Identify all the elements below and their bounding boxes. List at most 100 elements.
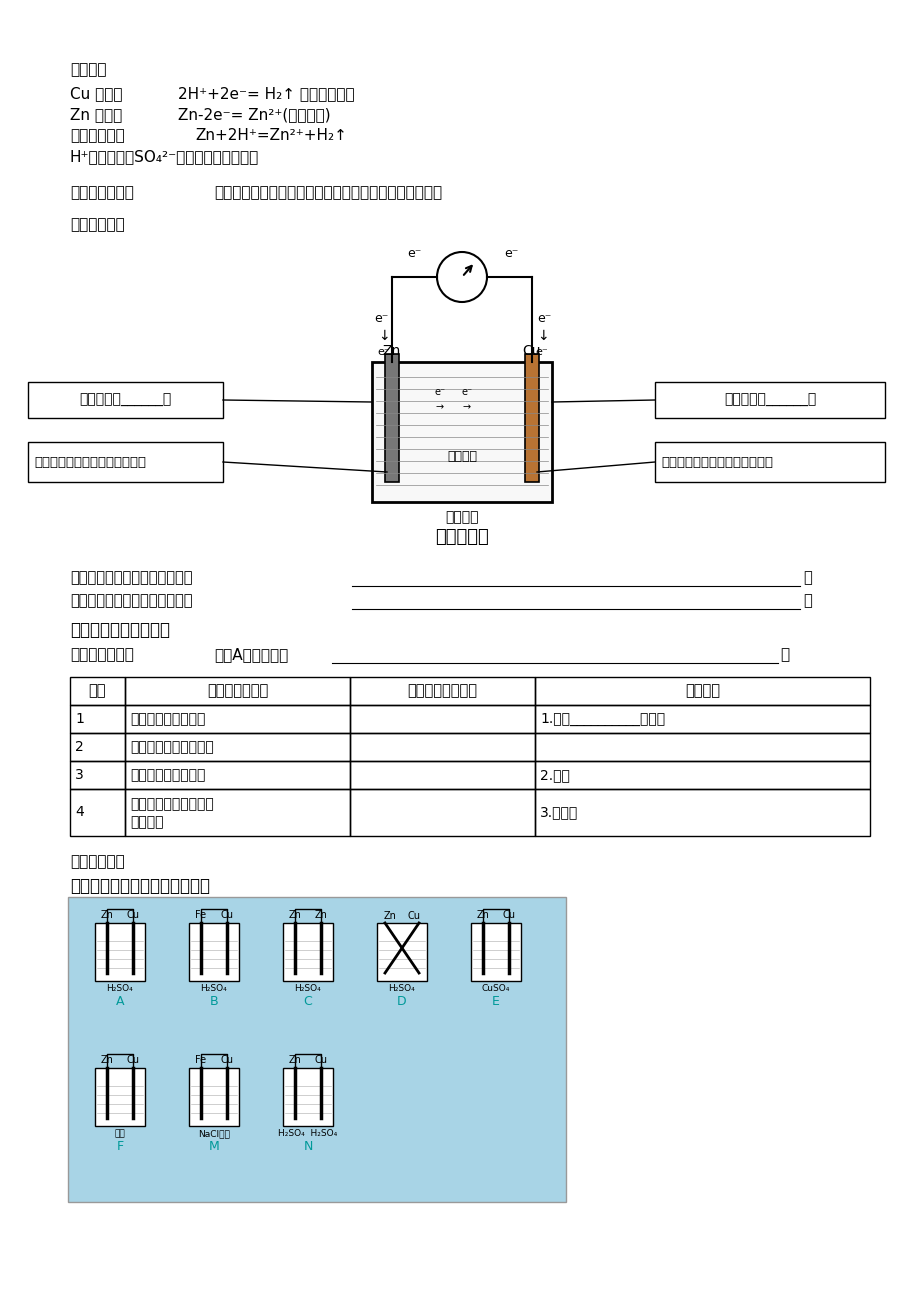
Text: CuSO₄: CuSO₄ (482, 984, 510, 993)
Text: 2H⁺+2e⁻= H₂↑ （还原反应）: 2H⁺+2e⁻= H₂↑ （还原反应） (177, 86, 354, 101)
Text: Cu: Cu (502, 910, 515, 920)
Text: Cu: Cu (127, 910, 140, 920)
Text: 三、原电池的形成条件: 三、原电池的形成条件 (70, 621, 170, 640)
Text: 电流指针是否偏转: 电流指针是否偏转 (407, 684, 477, 698)
Bar (125, 789, 349, 836)
Bar (70, 677, 125, 705)
Text: 负极：　　　　　（　　反应）: 负极： （ 反应） (34, 455, 146, 468)
Text: Cu: Cu (522, 344, 540, 358)
Text: N: N (303, 1140, 312, 1153)
Text: 组别: 组别 (88, 684, 106, 698)
Text: Zn: Zn (289, 1056, 301, 1065)
Text: F: F (117, 1140, 123, 1153)
Text: 形成条件: 形成条件 (685, 684, 720, 698)
Text: H₂SO₄  H₂SO₄: H₂SO₄ H₂SO₄ (278, 1128, 337, 1138)
Text: e⁻: e⁻ (535, 347, 547, 358)
Bar (68, 897, 565, 1202)
Text: （用A表）前提：: （用A表）前提： (214, 647, 288, 662)
Text: Zn: Zn (383, 911, 396, 920)
Text: 。: 。 (802, 593, 811, 608)
Text: Fe: Fe (195, 1056, 207, 1065)
Text: e⁻: e⁻ (461, 387, 472, 396)
Text: Fe: Fe (195, 910, 207, 920)
Text: 杯稀硫酸: 杯稀硫酸 (130, 815, 164, 829)
Text: Zn: Zn (476, 910, 489, 920)
Text: 4: 4 (75, 806, 84, 819)
Text: 下列哪几个装置能形成原电池？: 下列哪几个装置能形成原电池？ (70, 878, 210, 894)
Text: 锌片、碳棒分别插入两: 锌片、碳棒分别插入两 (130, 797, 213, 811)
Text: 1.要有__________的电极: 1.要有__________的电极 (539, 712, 664, 725)
Text: 。: 。 (802, 569, 811, 585)
Text: H₂SO₄: H₂SO₄ (294, 984, 321, 993)
Text: 硫酸溶液: 硫酸溶液 (445, 510, 478, 524)
Bar (535, 677, 869, 705)
Text: 两个锌片插入稀硫酸: 两个锌片插入稀硫酸 (130, 712, 205, 725)
Text: A: A (116, 994, 124, 1008)
Text: 提供一节干电池，请设计实验判断锌铜原电池的正负极。: 提供一节干电池，请设计实验判断锌铜原电池的正负极。 (214, 185, 442, 200)
Text: Zn: Zn (289, 910, 301, 920)
Bar (349, 677, 535, 705)
Text: H₂SO₄: H₂SO₄ (200, 984, 227, 993)
Text: e⁻: e⁻ (434, 387, 445, 396)
Bar (384, 354, 399, 482)
Text: Zn-2e⁻= Zn²⁺(氧化反应): Zn-2e⁻= Zn²⁺(氧化反应) (177, 107, 330, 122)
Bar (349, 760, 535, 789)
Text: →: → (436, 402, 444, 412)
Bar (654, 382, 884, 419)
Bar (95, 1069, 145, 1126)
Bar (95, 923, 145, 982)
Bar (349, 705, 535, 733)
Bar (125, 677, 349, 705)
Text: 锌片、碳棒插入稀硫酸: 锌片、碳棒插入稀硫酸 (130, 740, 213, 754)
Bar (125, 733, 349, 760)
Bar (471, 923, 520, 982)
Bar (188, 1069, 239, 1126)
Text: 【探究实验四】: 【探究实验四】 (70, 647, 134, 662)
Text: e⁻: e⁻ (377, 347, 390, 358)
Bar (125, 705, 349, 733)
Bar (283, 923, 333, 982)
Text: 2: 2 (75, 740, 84, 754)
Bar (70, 705, 125, 733)
Text: Cu: Cu (221, 1056, 233, 1065)
Bar (349, 789, 535, 836)
Bar (28, 382, 222, 419)
Text: E: E (492, 994, 499, 1008)
Text: e⁻: e⁻ (406, 247, 421, 260)
Text: 锌铜原电池: 锌铜原电池 (435, 528, 488, 546)
Text: C: C (303, 994, 312, 1008)
Bar (125, 760, 349, 789)
Text: Zn 电极：: Zn 电极： (70, 107, 122, 122)
Text: e⁻: e⁻ (504, 247, 517, 260)
Text: 电池总反应：: 电池总反应： (70, 127, 125, 143)
Text: Zn: Zn (100, 1056, 113, 1065)
Text: 3: 3 (75, 768, 84, 783)
Bar (535, 760, 869, 789)
Text: 阳离子流向______极: 阳离子流向______极 (723, 393, 815, 407)
Text: 该原电池总反应的化学方程式：: 该原电池总反应的化学方程式： (70, 569, 192, 585)
Text: 【巩固练习】: 【巩固练习】 (70, 854, 125, 868)
Text: H⁺移向铜片，SO₄²⁻移向锌片（内电路）: H⁺移向铜片，SO₄²⁻移向锌片（内电路） (70, 150, 259, 164)
Bar (535, 705, 869, 733)
Text: NaCl溶液: NaCl溶液 (198, 1128, 230, 1138)
Bar (349, 733, 535, 760)
Text: Cu: Cu (127, 1056, 140, 1065)
Text: Zn+2H⁺=Zn²⁺+H₂↑: Zn+2H⁺=Zn²⁺+H₂↑ (195, 127, 346, 143)
Text: 实验装置的变化: 实验装置的变化 (207, 684, 267, 698)
Text: D: D (397, 994, 406, 1008)
Text: e⁻: e⁻ (537, 312, 550, 325)
Bar (535, 789, 869, 836)
Text: →: → (462, 402, 471, 412)
Bar (377, 923, 426, 982)
Text: 2.要有: 2.要有 (539, 768, 569, 783)
Text: 该原电池总反应的离子方程式：: 该原电池总反应的离子方程式： (70, 593, 192, 608)
Text: M: M (209, 1140, 219, 1153)
Text: e⁻: e⁻ (374, 312, 388, 325)
Bar (70, 760, 125, 789)
Text: 正极：　　　　　（　　反应）: 正极： （ 反应） (660, 455, 772, 468)
Bar (70, 789, 125, 836)
Text: 硫酸溶液: 硫酸溶液 (447, 451, 476, 464)
Text: Cu: Cu (314, 1056, 327, 1065)
Text: ↓: ↓ (537, 329, 548, 343)
Bar (70, 733, 125, 760)
